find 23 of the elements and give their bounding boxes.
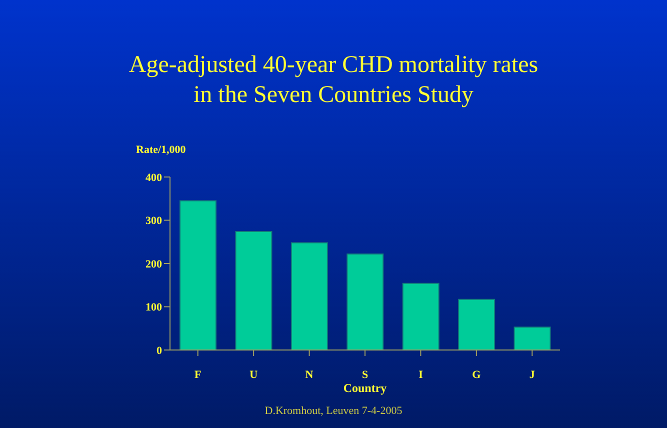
x-tick-label: F	[194, 368, 202, 381]
bar	[180, 200, 216, 350]
x-tick-label: S	[362, 368, 368, 381]
bar	[514, 326, 551, 350]
chart-title: Age-adjusted 40-year CHD mortality rates in the Seven Countries Study	[128, 51, 540, 110]
x-tick-label: I	[418, 368, 423, 381]
y-tick-label: 0	[156, 344, 162, 357]
y-tick-label: 400	[146, 172, 162, 184]
bar	[346, 253, 384, 350]
bar	[290, 242, 328, 350]
y-axis-title: Rate/1,000	[136, 144, 186, 156]
text: D.Kromhout, Leuven 7-4-2005	[264, 405, 404, 417]
x-tick-label: G	[472, 368, 482, 381]
bar	[402, 282, 440, 350]
bar	[458, 298, 496, 350]
x-axis-title: Country	[343, 381, 387, 395]
x-tick-label: U	[250, 368, 258, 381]
bar	[235, 230, 272, 350]
y-tick-label: 200	[146, 258, 162, 270]
y-tick-label: 300	[146, 215, 162, 228]
y-tick-label: 100	[146, 302, 162, 314]
x-tick-label: J	[529, 368, 536, 381]
x-tick-label: N	[305, 368, 314, 381]
